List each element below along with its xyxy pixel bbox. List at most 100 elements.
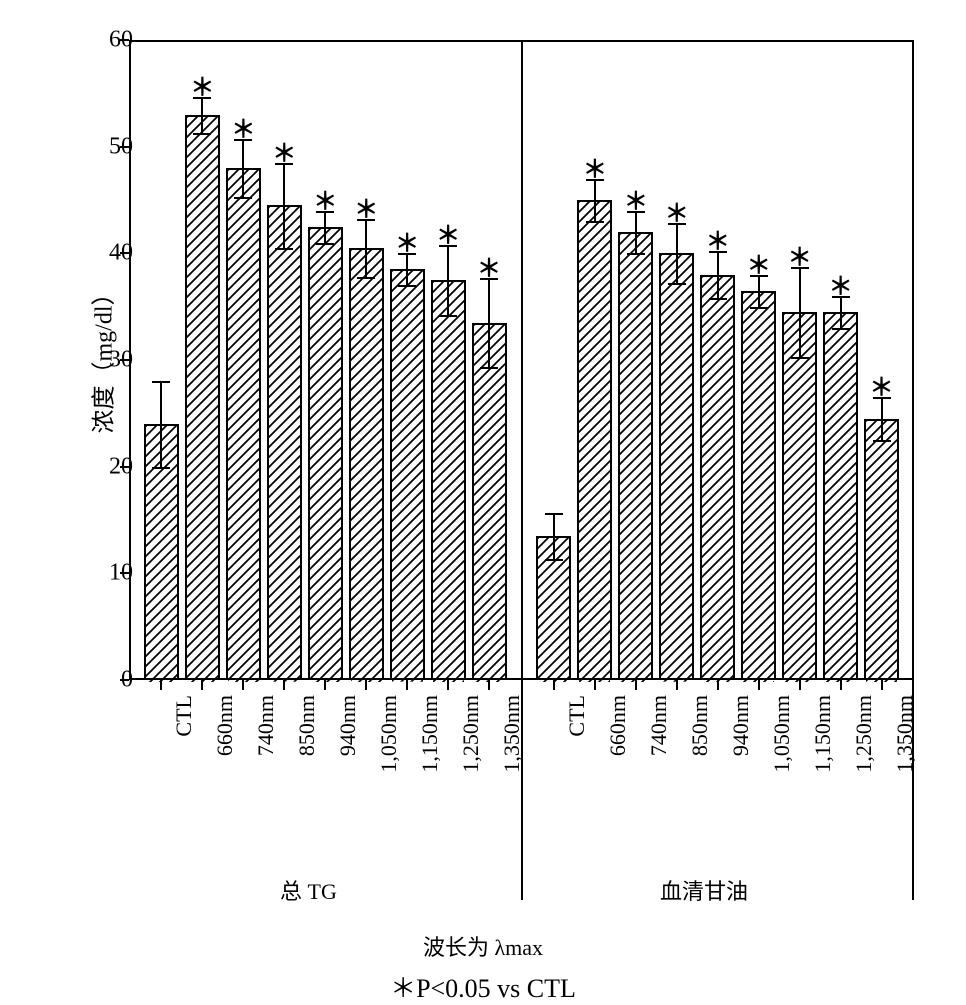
- x-tick-label: 740nm: [253, 695, 279, 756]
- error-cap: [709, 298, 727, 300]
- error-bar: [553, 513, 555, 560]
- error-cap: [152, 381, 170, 383]
- x-tick-label: CTL: [171, 695, 197, 737]
- axis-caption: 波长为 λmax: [0, 930, 966, 962]
- error-bar: [717, 251, 719, 298]
- bar: [577, 200, 612, 680]
- significance-star: ＊: [313, 181, 337, 216]
- bar: [472, 323, 507, 680]
- x-tick: [799, 680, 801, 690]
- bar: [185, 115, 220, 680]
- error-bar: [676, 223, 678, 283]
- significance-star: ＊: [870, 367, 894, 402]
- y-tick: [120, 359, 129, 361]
- significance-star: ＊: [436, 215, 460, 250]
- x-tick: [447, 680, 449, 690]
- x-tick: [201, 680, 203, 690]
- significance-star: ＊: [747, 245, 771, 280]
- significance-star: ＊: [788, 237, 812, 272]
- significance-star: ＊: [665, 193, 689, 228]
- x-tick-label: 1,050nm: [376, 695, 402, 773]
- error-cap: [234, 197, 252, 199]
- significance-star: ＊: [583, 149, 607, 184]
- x-tick-label: 940nm: [335, 695, 361, 756]
- x-tick-label: 660nm: [605, 695, 631, 756]
- error-bar: [881, 397, 883, 440]
- y-tick: [120, 252, 129, 254]
- bar: [618, 232, 653, 680]
- bar: [823, 312, 858, 680]
- x-tick-label: CTL: [564, 695, 590, 737]
- significance-star: ＊: [477, 248, 501, 283]
- x-tick: [635, 680, 637, 690]
- x-tick: [283, 680, 285, 690]
- x-tick-label: 1,250nm: [458, 695, 484, 773]
- error-cap: [873, 440, 891, 442]
- x-tick-label: 940nm: [728, 695, 754, 756]
- error-bar: [635, 211, 637, 254]
- bar: [782, 312, 817, 680]
- significance-star: ＊: [354, 189, 378, 224]
- x-tick: [717, 680, 719, 690]
- error-cap: [193, 133, 211, 135]
- chart-container: 浓度（mg/dl） 0102030405060 ＊ ＊ ＊ ＊ ＊: [30, 30, 930, 900]
- bar: [431, 280, 466, 680]
- bar: [741, 291, 776, 680]
- x-tick: [406, 680, 408, 690]
- error-cap: [545, 559, 563, 561]
- error-bar: [160, 381, 162, 466]
- error-cap: [316, 243, 334, 245]
- error-bar: [201, 97, 203, 133]
- y-tick: [120, 679, 129, 681]
- x-tick-label: 740nm: [646, 695, 672, 756]
- bar: [226, 168, 261, 680]
- stat-note: ＊P<0.05 vs CTL: [0, 968, 966, 1005]
- x-tick: [488, 680, 490, 690]
- group2-label: 血清甘油: [660, 874, 748, 906]
- y-tick: [120, 572, 129, 574]
- error-cap: [398, 285, 416, 287]
- x-tick-label: 850nm: [687, 695, 713, 756]
- significance-star: ＊: [272, 133, 296, 168]
- significance-star: ＊: [706, 221, 730, 256]
- group1-label: 总 TG: [280, 874, 337, 906]
- error-cap: [439, 315, 457, 317]
- error-cap: [750, 307, 768, 309]
- x-tick: [365, 680, 367, 690]
- error-cap: [545, 513, 563, 515]
- significance-star: ＊: [624, 181, 648, 216]
- x-tick-label: 850nm: [294, 695, 320, 756]
- error-cap: [480, 367, 498, 369]
- x-tick-label: 1,250nm: [851, 695, 877, 773]
- x-tick-label: 1,050nm: [769, 695, 795, 773]
- error-bar: [594, 179, 596, 222]
- significance-star: ＊: [829, 266, 853, 301]
- x-tick-label: 1,150nm: [810, 695, 836, 773]
- x-tick-label: 660nm: [212, 695, 238, 756]
- x-tick: [676, 680, 678, 690]
- significance-star: ＊: [231, 109, 255, 144]
- bar: [349, 248, 384, 680]
- error-cap: [832, 328, 850, 330]
- bar: [308, 227, 343, 680]
- x-tick: [553, 680, 555, 690]
- error-bar: [242, 139, 244, 197]
- y-tick: [120, 466, 129, 468]
- error-bar: [447, 245, 449, 315]
- bar: [700, 275, 735, 680]
- error-bar: [799, 267, 801, 357]
- error-bar: [365, 219, 367, 277]
- x-tick: [242, 680, 244, 690]
- x-tick-label: 1,150nm: [417, 695, 443, 773]
- y-tick: [120, 39, 129, 41]
- bar: [390, 269, 425, 680]
- error-cap: [791, 357, 809, 359]
- error-bar: [488, 278, 490, 368]
- x-tick: [324, 680, 326, 690]
- bar: [659, 253, 694, 680]
- significance-star: ＊: [190, 67, 214, 102]
- error-cap: [668, 283, 686, 285]
- y-tick: [120, 146, 129, 148]
- right-border: [912, 40, 914, 900]
- x-tick: [160, 680, 162, 690]
